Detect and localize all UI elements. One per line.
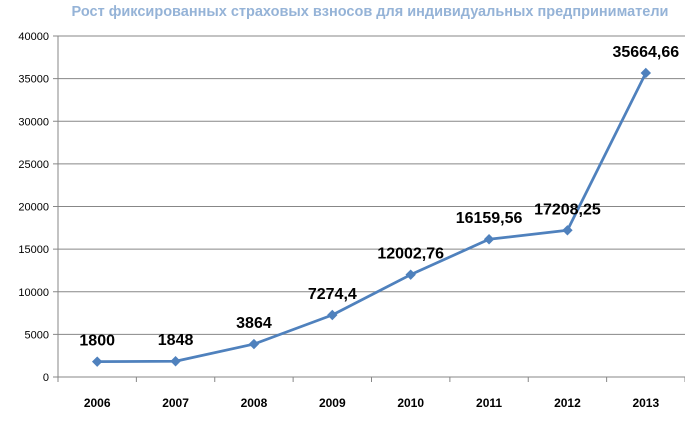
data-label: 35664,66 [612, 44, 679, 61]
gridlines [58, 35, 685, 335]
series-line [97, 72, 648, 364]
y-tick-label: 40000 [18, 31, 49, 43]
x-tick-label: 2006 [84, 396, 111, 410]
y-axis-tick-labels: 0 5000 10000 15000 20000 25000 30000 35000 40000 [18, 31, 49, 384]
y-tick-label: 20000 [18, 202, 49, 214]
y-tick-label: 35000 [18, 74, 49, 86]
y-tick-label: 10000 [18, 287, 49, 299]
x-tick-label: 2012 [554, 396, 581, 410]
y-tick-label: 30000 [18, 116, 49, 128]
data-point-marker [248, 338, 260, 350]
data-point-marker [405, 269, 416, 280]
data-label: 17208,25 [534, 201, 601, 218]
data-label: 16159,56 [456, 210, 523, 227]
data-point-marker [562, 225, 573, 236]
y-tick-label: 5000 [25, 329, 49, 341]
data-point-marker [483, 234, 495, 245]
data-label: 7274,4 [308, 286, 357, 303]
series [91, 67, 652, 367]
x-tick-label: 2009 [319, 396, 346, 410]
data-point-marker [170, 356, 181, 367]
data-label: 1800 [79, 333, 115, 350]
x-tick-label: 2008 [241, 396, 268, 410]
data-point-marker [640, 67, 652, 79]
x-tick-label: 2011 [476, 396, 502, 410]
x-tick-label: 2013 [632, 396, 659, 410]
data-label: 1848 [158, 332, 194, 349]
y-tick-label: 25000 [18, 159, 49, 171]
y-tick-label: 15000 [18, 244, 49, 256]
data-label: 12002,76 [377, 246, 444, 263]
data-labels: 1800 1848 3864 7274,4 12002,76 16159,56 17208,… [79, 44, 679, 350]
x-tick-label: 2007 [162, 396, 189, 410]
data-point-marker [91, 356, 103, 367]
x-axis-tick-labels: 2006 2007 2008 2009 2010 2011 2012 2013 [84, 396, 660, 410]
y-tick-label: 0 [43, 372, 49, 384]
data-label: 3864 [236, 315, 272, 332]
axes [53, 35, 685, 382]
x-tick-label: 2010 [397, 396, 424, 410]
data-point-marker [327, 309, 338, 321]
chart-title: Рост фиксированных страховых взносов для… [72, 4, 669, 20]
